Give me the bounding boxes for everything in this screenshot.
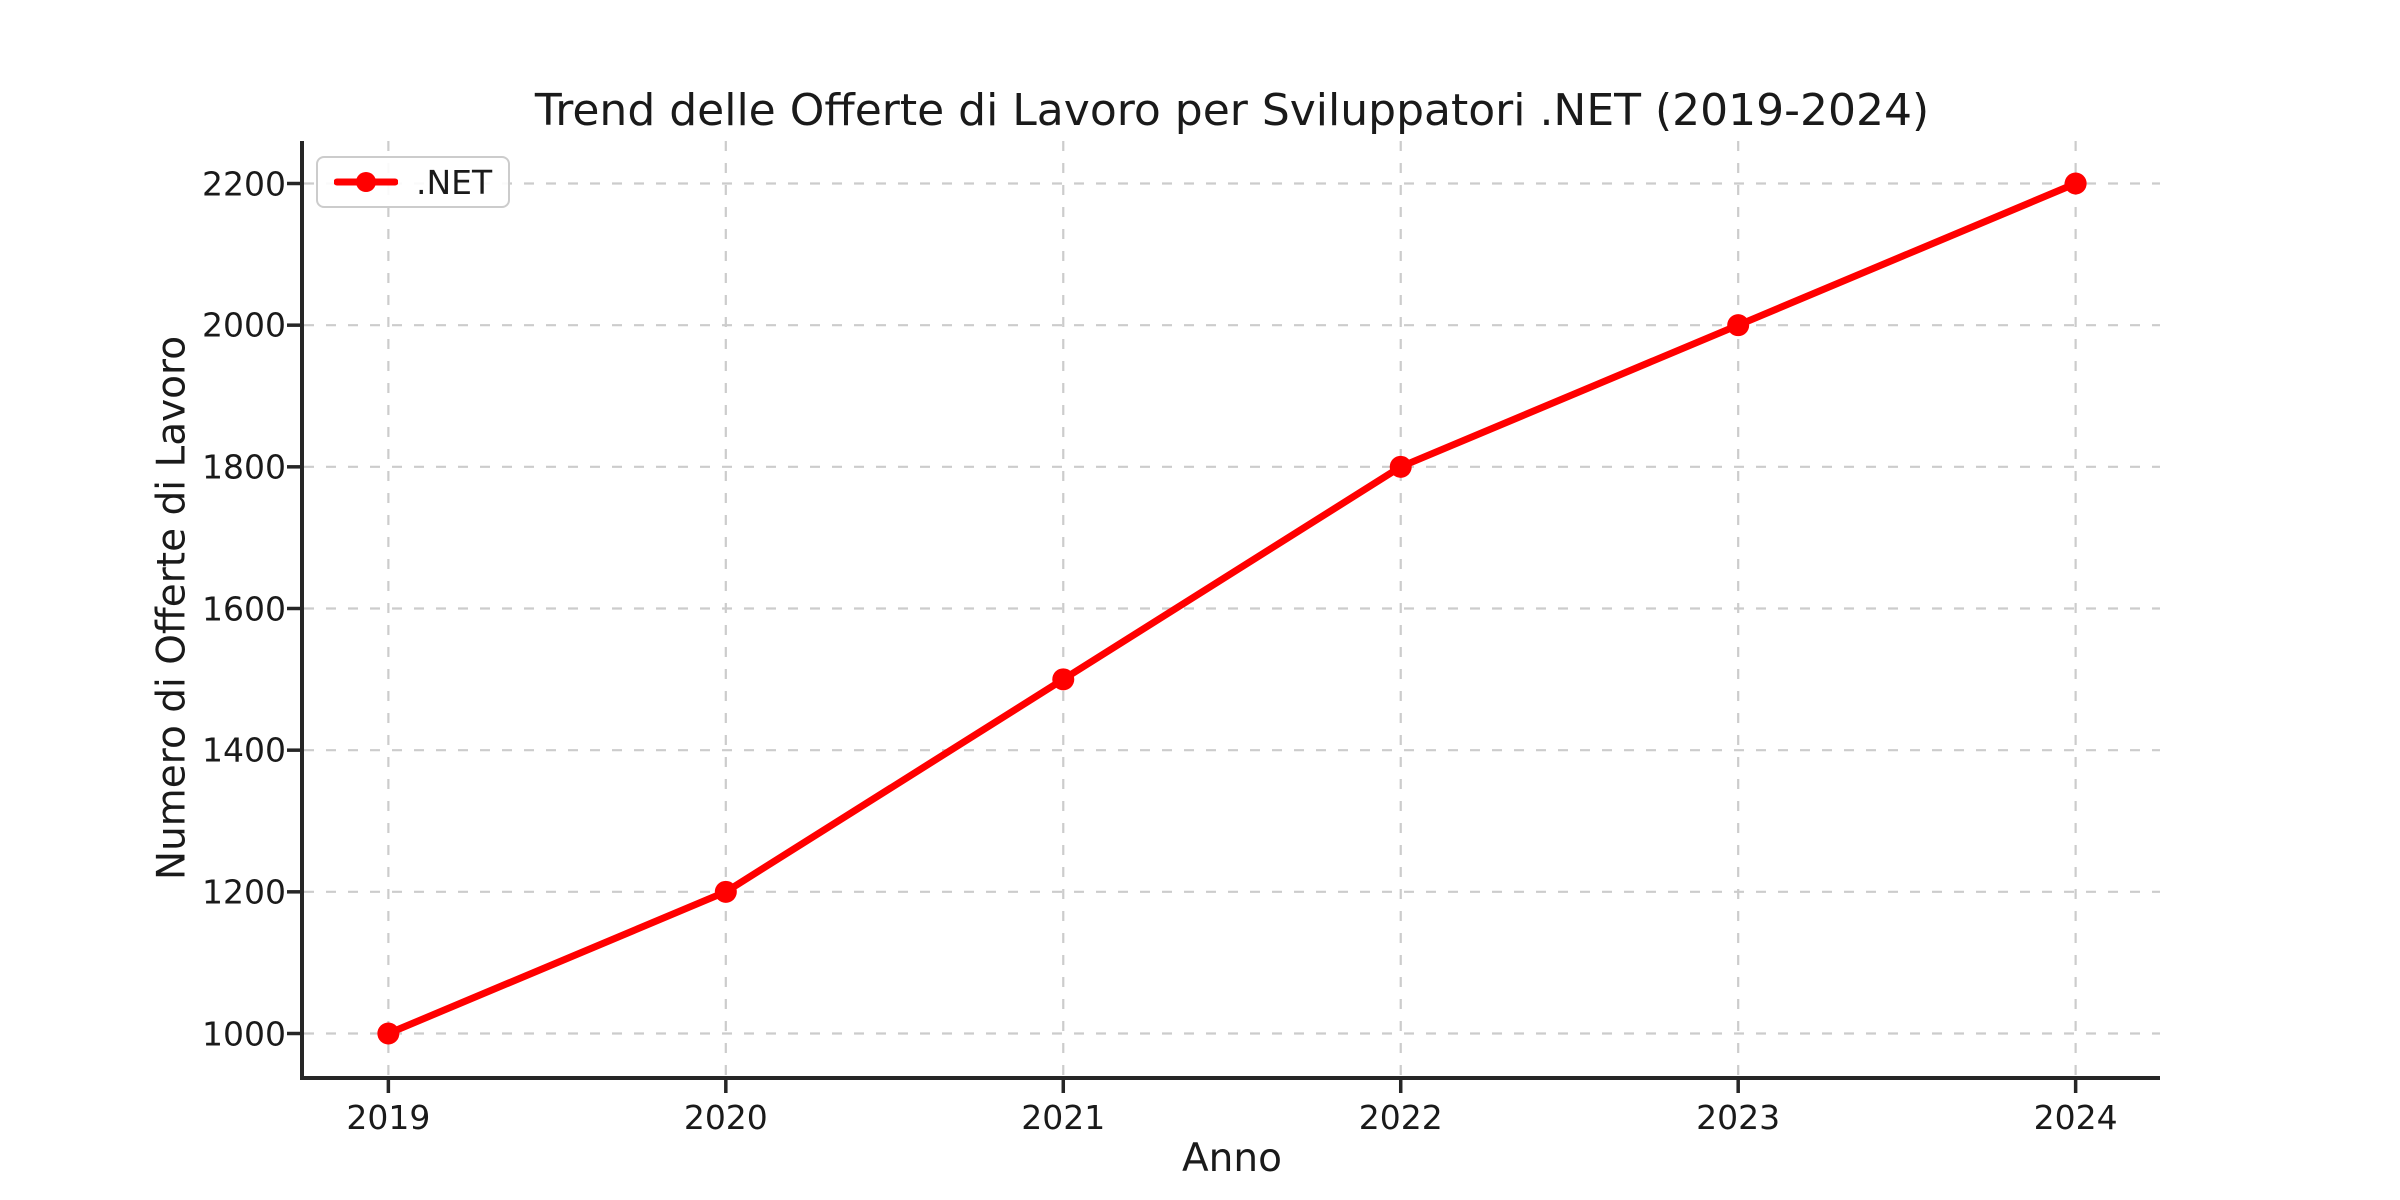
line-chart-svg — [287, 141, 2160, 1093]
x-tick-label: 2022 — [1358, 1098, 1443, 1137]
x-axis-tick-labels: 2019 2020 2021 2022 2023 2024 — [304, 1098, 2160, 1142]
data-point-marker — [2064, 172, 2087, 195]
y-tick-label: 1600 — [202, 589, 286, 628]
y-axis-tick-labels: 1000 1200 1400 1600 1800 2000 2200 — [0, 141, 286, 1076]
y-tick-label: 1200 — [202, 872, 286, 912]
x-tick-label: 2024 — [2033, 1098, 2118, 1137]
plot-area: .NET — [287, 141, 2160, 1093]
y-tick-label: 2200 — [202, 164, 286, 203]
x-tick-label: 2019 — [346, 1098, 431, 1137]
legend: .NET — [316, 156, 511, 208]
y-tick-label: 1400 — [202, 730, 286, 770]
y-tick-label: 1000 — [202, 1014, 286, 1053]
data-point-marker — [1052, 668, 1075, 691]
x-axis-label: Anno — [1182, 1136, 1282, 1181]
x-tick-label: 2021 — [1021, 1098, 1106, 1137]
x-tick-label: 2020 — [683, 1098, 768, 1137]
y-tick-label: 1800 — [202, 447, 286, 487]
data-point-marker — [1389, 455, 1412, 478]
x-tick-label: 2023 — [1696, 1098, 1781, 1137]
legend-line-marker-icon — [334, 172, 398, 192]
y-tick-label: 2000 — [202, 305, 286, 345]
legend-label: .NET — [416, 162, 493, 202]
data-point-marker — [1727, 314, 1750, 337]
data-point-marker — [714, 880, 737, 903]
data-point-marker — [377, 1022, 400, 1045]
series-line — [384, 180, 2080, 1037]
chart-title: Trend delle Offerte di Lavoro per Svilup… — [534, 85, 1930, 136]
